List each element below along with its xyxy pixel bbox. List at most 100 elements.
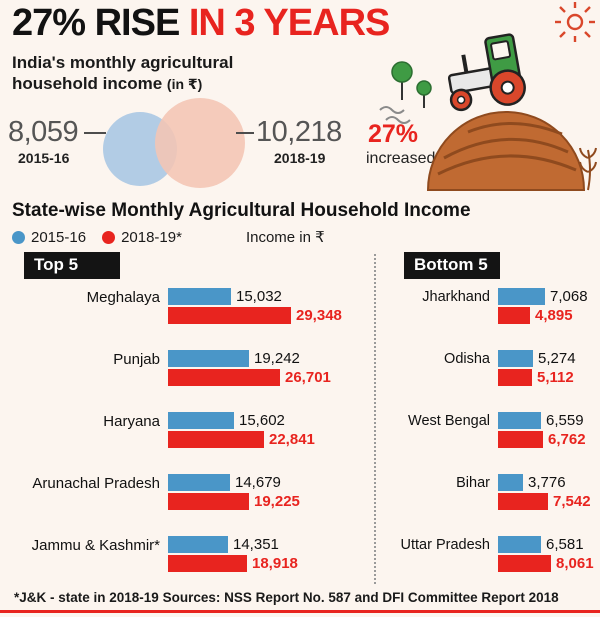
bar-line-2018-19: 18,918	[168, 555, 298, 572]
income-2015-16-label: 2015-16	[18, 150, 70, 166]
state-row: Arunachal Pradesh 14,679 19,225	[8, 474, 370, 512]
state-bars: 19,242 26,701	[168, 350, 331, 388]
tractor-field-graphic	[379, 2, 597, 191]
bar-line-2015-16: 15,032	[168, 288, 342, 305]
state-row: West Bengal 6,559 6,762	[386, 412, 598, 450]
state-row: Jammu & Kashmir* 14,351 18,918	[8, 536, 370, 574]
bar-line-2018-19: 22,841	[168, 431, 315, 448]
tractor-icon	[447, 33, 526, 112]
bar-line-2015-16: 3,776	[498, 474, 591, 491]
legend-dot-red-icon	[102, 230, 116, 244]
value-2018-19: 4,895	[535, 307, 573, 324]
connector-line-right	[236, 132, 254, 134]
bar-line-2015-16: 5,274	[498, 350, 576, 367]
state-bars: 6,581 8,061	[498, 536, 594, 574]
bar-line-2015-16: 7,068	[498, 288, 588, 305]
field-dome	[426, 111, 586, 191]
title-black-part: 27% RISE	[12, 2, 180, 44]
bar-line-2018-19: 19,225	[168, 493, 300, 510]
state-label: Jharkhand	[422, 289, 490, 305]
charts-section: Top 5 Meghalaya 15,032 29,348 Punjab 19,…	[0, 250, 600, 586]
state-bars: 7,068 4,895	[498, 288, 588, 326]
top5-header: Top 5	[24, 252, 120, 279]
bar-2018-19	[498, 555, 551, 572]
bar-line-2018-19: 6,762	[498, 431, 586, 448]
circle-2018-19	[155, 98, 245, 188]
bottom-red-rule	[0, 610, 600, 613]
bar-line-2018-19: 7,542	[498, 493, 591, 510]
value-2015-16: 7,068	[550, 288, 588, 305]
value-2018-19: 22,841	[269, 431, 315, 448]
connector-line-left	[84, 132, 106, 134]
bar-line-2015-16: 6,559	[498, 412, 586, 429]
income-2018-19-value: 10,218	[256, 116, 342, 148]
percent-increase-label: increased	[366, 150, 436, 167]
bar-line-2015-16: 14,679	[168, 474, 300, 491]
top5-rows: Meghalaya 15,032 29,348 Punjab 19,242 26…	[8, 288, 370, 574]
legend-item-2015-16: 2015-16	[12, 229, 86, 246]
bottom5-panel: Bottom 5 Jharkhand 7,068 4,895 Odisha 5,…	[380, 250, 598, 586]
income-2015-16-value: 8,059	[8, 116, 79, 148]
bar-line-2018-19: 5,112	[498, 369, 576, 386]
footnote-sources: *J&K - state in 2018-19 Sources: NSS Rep…	[14, 590, 559, 605]
page-title: 27% RISE IN 3 YEARS	[12, 2, 391, 45]
chart-legend: 2015-16 2018-19* Income in ₹	[12, 228, 325, 246]
value-2018-19: 7,542	[553, 493, 591, 510]
value-2015-16: 15,602	[239, 412, 285, 429]
legend-dot-blue-icon	[12, 230, 25, 244]
state-bars: 15,602 22,841	[168, 412, 315, 450]
legend-label-2018-19: 2018-19*	[121, 228, 182, 246]
bar-line-2015-16: 6,581	[498, 536, 594, 553]
value-2015-16: 14,679	[235, 474, 281, 491]
value-2018-19: 6,762	[548, 431, 586, 448]
state-bars: 14,679 19,225	[168, 474, 300, 512]
bar-line-2018-19: 26,701	[168, 369, 331, 386]
state-row: Uttar Pradesh 6,581 8,061	[386, 536, 598, 574]
income-unit-label: Income in ₹	[245, 229, 325, 246]
subtitle-text: India's monthly agricultural household i…	[12, 53, 234, 94]
trees-icon	[379, 61, 432, 124]
bar-2018-19	[168, 431, 264, 448]
value-2018-19: 18,918	[252, 555, 298, 572]
bar-2015-16	[168, 474, 230, 491]
bar-2015-16	[498, 412, 541, 429]
value-2015-16: 19,242	[254, 350, 300, 367]
bar-2018-19	[168, 369, 280, 386]
state-label: Haryana	[103, 413, 160, 430]
value-2015-16: 6,559	[546, 412, 584, 429]
title-red-part: IN 3 YEARS	[179, 2, 391, 44]
bar-2015-16	[498, 536, 541, 553]
value-2018-19: 26,701	[285, 369, 331, 386]
page-subtitle: India's monthly agricultural household i…	[12, 52, 322, 95]
legend-item-2018-19: 2018-19*	[102, 229, 182, 246]
value-2018-19: 19,225	[254, 493, 300, 510]
bottom5-rows: Jharkhand 7,068 4,895 Odisha 5,274 5,112	[386, 288, 598, 574]
bar-2015-16	[498, 288, 545, 305]
state-row: Meghalaya 15,032 29,348	[8, 288, 370, 326]
top5-panel: Top 5 Meghalaya 15,032 29,348 Punjab 19,…	[0, 250, 370, 586]
state-row: Punjab 19,242 26,701	[8, 350, 370, 388]
bar-2018-19	[168, 555, 247, 572]
value-2015-16: 14,351	[233, 536, 279, 553]
bar-line-2015-16: 15,602	[168, 412, 315, 429]
bar-2018-19	[498, 369, 532, 386]
state-bars: 5,274 5,112	[498, 350, 576, 388]
state-label: Punjab	[113, 351, 160, 368]
value-2015-16: 15,032	[236, 288, 282, 305]
sun-icon	[555, 2, 595, 42]
bar-2015-16	[168, 350, 249, 367]
state-label: Arunachal Pradesh	[32, 475, 160, 492]
farm-illustration	[372, 0, 600, 201]
state-bars: 15,032 29,348	[168, 288, 342, 326]
bar-line-2018-19: 8,061	[498, 555, 594, 572]
bar-2018-19	[498, 493, 548, 510]
bottom5-header: Bottom 5	[404, 252, 500, 279]
bar-2015-16	[498, 474, 523, 491]
bar-2015-16	[498, 350, 533, 367]
income-2018-19-label: 2018-19	[274, 150, 326, 166]
bar-line-2018-19: 4,895	[498, 307, 588, 324]
bar-line-2015-16: 19,242	[168, 350, 331, 367]
state-row: Bihar 3,776 7,542	[386, 474, 598, 512]
state-label: Bihar	[456, 475, 490, 491]
bar-2015-16	[168, 412, 234, 429]
